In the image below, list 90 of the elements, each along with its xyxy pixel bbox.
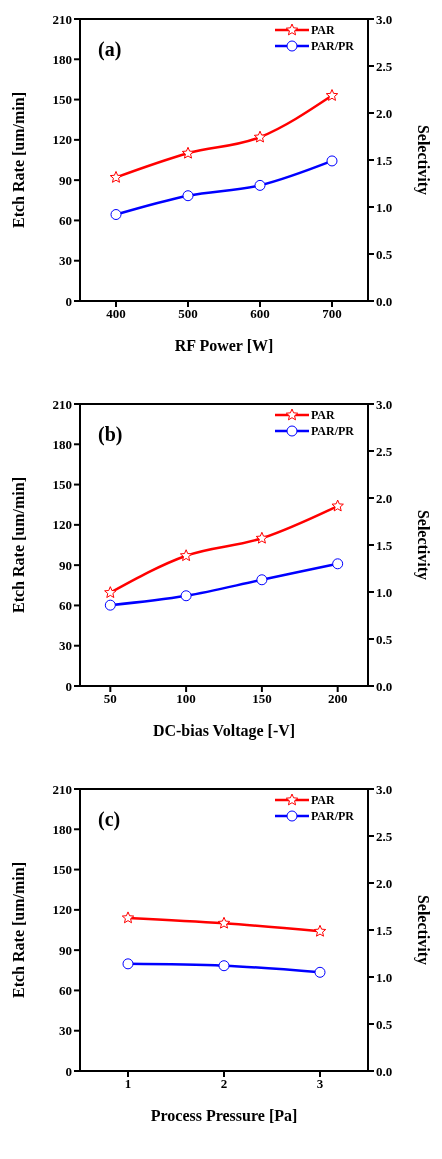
y-tick-label: 90	[59, 172, 72, 188]
y-tick-label: 30	[59, 638, 72, 654]
point	[104, 599, 116, 611]
annotation: (a)	[98, 38, 122, 61]
y2-tick-label: 2.5	[376, 828, 393, 844]
point	[325, 89, 339, 101]
annotation: (c)	[98, 808, 121, 831]
y2-tick-label: 0.5	[376, 246, 393, 262]
x-tick-label: 100	[176, 691, 196, 707]
y-tick-label: 120	[52, 902, 72, 918]
y2-tick-label: 1.5	[376, 152, 393, 168]
y-axis-title: Etch Rate [um/min]	[9, 477, 27, 613]
point	[110, 209, 122, 221]
x-axis-title: DC-bias Voltage [-V]	[152, 722, 296, 740]
y-tick-label: 0	[65, 293, 72, 309]
y-axis-title: Etch Rate [um/min]	[9, 862, 27, 998]
y2-axis-title: Selectivity	[414, 509, 433, 581]
point	[255, 531, 269, 544]
point	[332, 558, 344, 570]
y-tick-label: 210	[52, 781, 72, 797]
legend-label: PAR/PR	[310, 808, 354, 824]
y-tick-label: 150	[52, 862, 72, 878]
annotation: (b)	[98, 423, 123, 446]
point	[256, 574, 268, 586]
y2-tick-label: 3.0	[376, 396, 393, 412]
point	[104, 586, 117, 599]
y-tick-label: 210	[52, 396, 72, 412]
y2-tick-label: 1.0	[376, 199, 393, 215]
y-tick-label: 90	[59, 557, 72, 573]
y-tick-label: 60	[59, 983, 72, 999]
y-tick-label: 90	[59, 942, 72, 958]
y-tick-label: 30	[59, 1023, 72, 1039]
y-tick-label: 210	[52, 11, 72, 27]
y2-tick-label: 2.0	[376, 875, 393, 891]
x-axis-title: RF Power [W]	[174, 337, 274, 354]
x-tick-label: 200	[327, 691, 348, 707]
y-tick-label: 30	[59, 253, 72, 269]
point	[254, 179, 266, 191]
y2-tick-label: 0.0	[376, 293, 393, 309]
legend-label: PAR/PR	[310, 423, 354, 439]
legend-label: PAR/PR	[310, 38, 354, 54]
legend-label: PAR	[310, 792, 335, 808]
y-tick-label: 180	[52, 51, 72, 67]
y2-axis-title: Selectivity	[414, 124, 433, 196]
y-tick-label: 0	[65, 1063, 72, 1079]
point	[109, 170, 123, 183]
y2-tick-label: 0.5	[376, 631, 393, 647]
legend-label: PAR	[310, 407, 335, 423]
y2-tick-label: 0.0	[376, 678, 393, 694]
y2-tick-label: 0.0	[376, 1063, 393, 1079]
y-tick-label: 60	[59, 213, 72, 229]
y2-tick-label: 2.0	[376, 490, 393, 506]
y2-tick-label: 0.5	[376, 1016, 393, 1032]
y-tick-label: 120	[52, 517, 72, 533]
x-tick-label: 150	[252, 691, 272, 707]
y-tick-label: 120	[52, 132, 72, 148]
y2-tick-label: 3.0	[376, 11, 393, 27]
y-tick-label: 150	[52, 92, 72, 108]
legend-label: PAR	[310, 22, 335, 38]
x-tick-label: 3	[316, 1076, 324, 1092]
x-tick-label: 600	[250, 306, 270, 322]
point	[326, 155, 338, 167]
y2-tick-label: 2.0	[376, 105, 393, 121]
y2-tick-label: 1.5	[376, 537, 393, 553]
x-tick-label: 50	[103, 691, 117, 707]
y2-tick-label: 1.0	[376, 969, 393, 985]
point	[253, 130, 267, 143]
x-tick-label: 2	[220, 1076, 228, 1092]
point	[182, 190, 194, 202]
point	[331, 499, 344, 512]
x-axis-title: Process Pressure [Pa]	[150, 1107, 298, 1124]
y2-axis-title: Selectivity	[414, 894, 433, 966]
y-tick-label: 180	[52, 436, 72, 452]
y2-tick-label: 2.5	[376, 443, 393, 459]
point	[179, 549, 193, 562]
y-tick-label: 0	[65, 678, 72, 694]
y2-tick-label: 3.0	[376, 781, 393, 797]
y-axis-title: Etch Rate [um/min]	[9, 92, 27, 228]
point	[180, 590, 192, 602]
x-tick-label: 1	[124, 1076, 132, 1092]
y2-tick-label: 2.5	[376, 58, 393, 74]
y2-tick-label: 1.0	[376, 584, 393, 600]
y2-tick-label: 1.5	[376, 922, 393, 938]
y-tick-label: 150	[52, 477, 72, 493]
x-tick-label: 700	[322, 306, 342, 322]
y-tick-label: 180	[52, 821, 72, 837]
x-tick-label: 400	[106, 306, 126, 322]
y-tick-label: 60	[59, 598, 72, 614]
point	[181, 146, 195, 159]
x-tick-label: 500	[178, 306, 198, 322]
